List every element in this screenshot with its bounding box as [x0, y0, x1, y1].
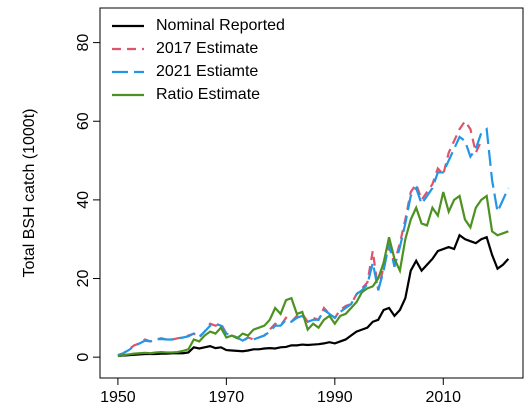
legend-label: 2021 Estiamte	[156, 63, 258, 80]
y-tick-label: 80	[75, 34, 92, 52]
series-line	[117, 119, 483, 357]
series-line	[117, 191, 509, 358]
series-line	[117, 233, 510, 358]
series-line	[117, 127, 510, 357]
y-tick-label: 0	[75, 353, 92, 362]
y-tick-label: 20	[75, 270, 92, 288]
legend-label: Ratio Estimate	[156, 86, 260, 103]
x-tick-label: 2010	[425, 389, 461, 406]
x-tick-label: 1950	[100, 389, 136, 406]
legend-label: 2017 Estimate	[156, 40, 258, 57]
legend-label: Nominal Reported	[156, 17, 285, 34]
x-tick-label: 1990	[317, 389, 353, 406]
x-tick-label: 1970	[209, 389, 245, 406]
plot-box	[99, 7, 524, 379]
y-axis-label: Total BSH catch (1000t)	[21, 109, 38, 278]
y-tick-label: 60	[75, 112, 92, 130]
y-tick-label: 40	[75, 191, 92, 209]
